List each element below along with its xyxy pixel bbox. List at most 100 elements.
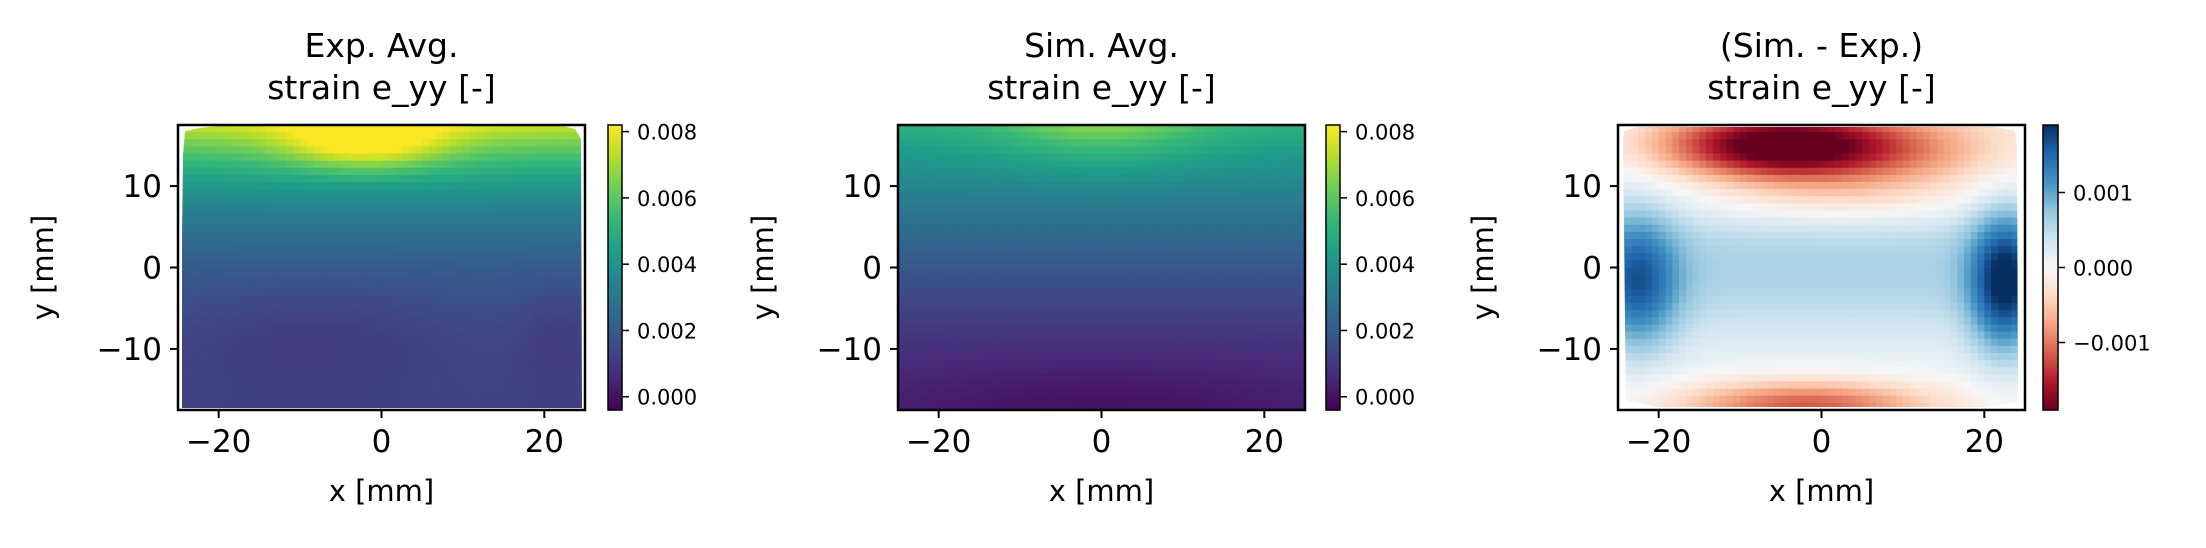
heatmap-cell [1135,353,1143,361]
heatmap-cell [340,239,349,247]
heatmap-cell [334,310,342,318]
heatmap-cell [1243,345,1252,354]
heatmap-cell [1020,196,1028,204]
heatmap-cell [537,388,545,397]
heatmap-cell [1121,388,1130,397]
heatmap-cell [1094,160,1103,169]
heatmap-cell [184,296,193,304]
heatmap-cell [232,139,240,147]
heatmap-cell [537,381,545,390]
heatmap-cell [347,317,355,326]
heatmap-cell [1094,317,1103,326]
heatmap-cell [1223,360,1231,368]
heatmap-cell [388,231,396,240]
heatmap-cell [462,189,471,197]
heatmap-cell [259,296,267,304]
heatmap-cell [938,281,947,290]
heatmap-cell [300,174,308,183]
heatmap-cell [205,367,213,375]
heatmap-cell [911,303,919,311]
heatmap-cell [1020,331,1028,340]
heatmap-cell [1257,132,1265,140]
heatmap-cell [965,139,974,147]
heatmap-cell [1087,317,1096,326]
heatmap-cell [1148,125,1157,133]
heatmap-cell [462,388,471,397]
heatmap-cell [999,153,1008,162]
heatmap-cell [347,324,355,333]
heatmap-cell [367,224,376,233]
heatmap-cell [898,345,906,354]
heatmap-cell [1148,288,1157,297]
colorbar-segment [1326,158,1340,162]
heatmap-cell [911,196,919,204]
heatmap-cell [1216,388,1225,397]
heatmap-cell [300,395,308,404]
heatmap-cell [259,303,267,311]
heatmap-cell [462,153,471,162]
heatmap-cell [1067,353,1075,361]
heatmap-cell [898,160,906,169]
heatmap-cell [374,253,383,261]
heatmap-cell [544,288,552,297]
heatmap-cell [503,360,511,368]
heatmap-cell [367,153,376,162]
heatmap-cell [1006,310,1014,318]
colorbar-segment [608,334,622,337]
heatmap-cell [266,253,274,261]
heatmap-cell [1067,288,1075,297]
heatmap-cell [1298,217,1305,226]
heatmap-cell [408,338,417,347]
heatmap-cell [1020,160,1028,169]
heatmap-cell [1284,267,1293,276]
heatmap-cell [293,253,301,261]
heatmap-cell [938,303,947,311]
heatmap-cell [490,324,498,333]
heatmap-cell [442,303,450,311]
heatmap-cell [1196,381,1204,390]
colorbar-segment [608,129,622,133]
heatmap-cell [952,153,960,162]
heatmap-cell [530,303,539,311]
heatmap-cell [1257,224,1265,233]
heatmap-cell [1271,303,1279,311]
heatmap-cell [1264,324,1272,333]
heatmap-cell [320,388,328,397]
heatmap-cell [1298,260,1305,269]
heatmap-cell [442,353,450,361]
heatmap-cell [1135,288,1143,297]
heatmap-cell [286,402,294,408]
heatmap-cell [1230,174,1238,183]
heatmap-cell [232,231,240,240]
heatmap-cell [1264,246,1272,254]
heatmap-cell [1006,196,1014,204]
heatmap-cell [313,153,322,162]
colorbar-segment [608,224,622,228]
heatmap-cell [1054,231,1062,240]
heatmap-cell [279,338,288,347]
heatmap-cell [1040,381,1048,390]
heatmap-cell [435,210,444,219]
heatmap-cell [1108,395,1116,404]
colorbar-segment [608,210,622,214]
heatmap-cell [347,153,355,162]
heatmap-cell [557,288,566,297]
heatmap-cell [972,353,980,361]
heatmap-cell [306,374,315,383]
heatmap-cell [1013,125,1021,133]
heatmap-cell [918,402,926,410]
heatmap-cell [279,296,288,304]
heatmap-cell [1243,231,1252,240]
heatmap-cell [334,167,342,176]
heatmap-cell [334,189,342,197]
heatmap-cell [408,160,417,169]
colorbar-segment [608,343,622,347]
heatmap-cell [911,402,919,410]
heatmap-cell [374,353,383,361]
heatmap-cell [428,324,437,333]
heatmap-cell [428,153,437,162]
heatmap-cell [388,281,396,290]
heatmap-cell [952,210,960,219]
heatmap-cell [1121,281,1130,290]
heatmap-cell [381,360,389,368]
